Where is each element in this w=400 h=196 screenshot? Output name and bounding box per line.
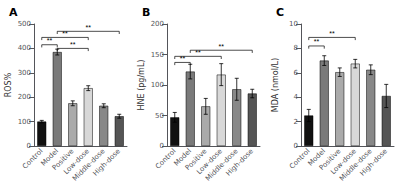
svg-text:Control: Control	[154, 147, 178, 171]
svg-text:Positive: Positive	[50, 147, 76, 172]
svg-text:**: **	[62, 30, 68, 37]
svg-text:Low-dose: Low-dose	[195, 147, 225, 177]
svg-text:HNE (pg/mL): HNE (pg/mL)	[137, 60, 146, 111]
svg-text:50: 50	[155, 112, 164, 120]
svg-text:A: A	[9, 6, 18, 19]
svg-text:Positive: Positive	[183, 147, 209, 172]
svg-text:150: 150	[151, 51, 164, 59]
svg-text:Middle-dose: Middle-dose	[338, 147, 374, 183]
svg-text:10: 10	[289, 20, 298, 28]
svg-text:High-dose: High-dose	[225, 147, 256, 178]
svg-text:B: B	[142, 6, 150, 19]
svg-text:Model: Model	[306, 147, 328, 168]
svg-text:0: 0	[27, 142, 31, 150]
svg-text:**: **	[86, 24, 92, 31]
svg-text:High-dose: High-dose	[359, 147, 390, 178]
svg-text:Model: Model	[39, 147, 61, 168]
svg-text:**: **	[180, 55, 186, 62]
svg-text:100: 100	[151, 81, 164, 89]
svg-text:0: 0	[160, 142, 164, 150]
svg-text:**: **	[47, 37, 53, 44]
svg-text:Control: Control	[288, 147, 312, 171]
svg-text:Low-dose: Low-dose	[62, 147, 92, 177]
svg-text:**: **	[219, 43, 225, 50]
svg-text:**: **	[314, 38, 320, 45]
svg-text:6: 6	[294, 69, 299, 77]
svg-text:Model: Model	[172, 147, 194, 168]
svg-text:8: 8	[294, 44, 298, 52]
svg-text:Positive: Positive	[317, 147, 343, 172]
svg-text:2: 2	[294, 118, 298, 126]
svg-text:Middle-dose: Middle-dose	[204, 147, 240, 183]
svg-text:200: 200	[151, 20, 164, 28]
svg-text:400: 400	[18, 44, 31, 52]
svg-text:MDA (nmol/L): MDA (nmol/L)	[271, 58, 280, 112]
svg-text:300: 300	[18, 69, 31, 77]
svg-text:**: **	[70, 41, 76, 48]
svg-text:Low-dose: Low-dose	[329, 147, 359, 177]
svg-text:200: 200	[18, 93, 31, 101]
svg-text:Middle-dose: Middle-dose	[71, 147, 107, 183]
svg-text:ROS%: ROS%	[4, 72, 13, 97]
svg-text:**: **	[329, 30, 335, 37]
svg-text:500: 500	[18, 20, 31, 28]
svg-text:High-dose: High-dose	[92, 147, 123, 178]
svg-text:100: 100	[18, 118, 31, 126]
svg-text:C: C	[276, 6, 284, 19]
svg-text:Control: Control	[21, 147, 45, 171]
svg-text:4: 4	[294, 93, 299, 101]
svg-text:0: 0	[294, 142, 298, 150]
